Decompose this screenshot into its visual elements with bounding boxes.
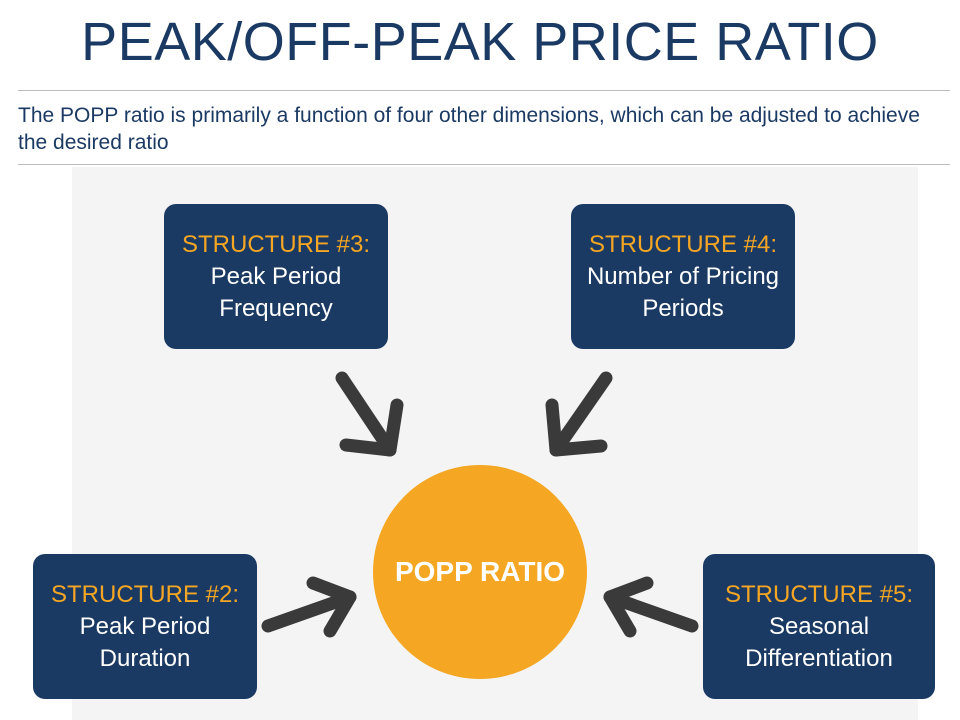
structure-4-box: STRUCTURE #4: Number of Pricing Periods — [571, 204, 795, 349]
structure-5-line1: Seasonal — [768, 612, 870, 640]
structure-5-line2: Differentiation — [745, 644, 893, 672]
arrow-from-structure-3 — [335, 371, 404, 457]
structure-3-line1: Peak Period — [210, 262, 342, 290]
structure-3-heading: STRUCTURE #3: — [181, 230, 371, 258]
subtitle-divider — [18, 164, 950, 165]
structure-3-box: STRUCTURE #3: Peak Period Frequency — [164, 204, 388, 349]
structure-4-line2: Periods — [642, 294, 724, 322]
structure-3-line2: Frequency — [219, 294, 333, 322]
page-title: PEAK/OFF-PEAK PRICE RATIO — [81, 12, 879, 72]
title-divider — [18, 90, 950, 91]
popp-ratio-label: POPP RATIO — [394, 556, 566, 587]
structure-4-line1: Number of Pricing — [586, 262, 780, 290]
arrow-from-structure-2 — [261, 576, 357, 638]
structure-5-box: STRUCTURE #5: Seasonal Differentiation — [703, 554, 935, 699]
structure-2-line1: Peak Period — [79, 612, 211, 640]
arrow-from-structure-5 — [603, 576, 699, 638]
arrow-from-structure-4 — [545, 371, 613, 457]
subtitle: The POPP ratio is primarily a function o… — [18, 104, 920, 154]
structure-5-heading: STRUCTURE #5: — [724, 580, 914, 608]
structure-2-line2: Duration — [99, 644, 191, 672]
structure-4-heading: STRUCTURE #4: — [588, 230, 778, 258]
popp-ratio-circle: POPP RATIO — [373, 465, 587, 679]
structure-2-box: STRUCTURE #2: Peak Period Duration — [33, 554, 257, 699]
structure-2-heading: STRUCTURE #2: — [50, 580, 240, 608]
